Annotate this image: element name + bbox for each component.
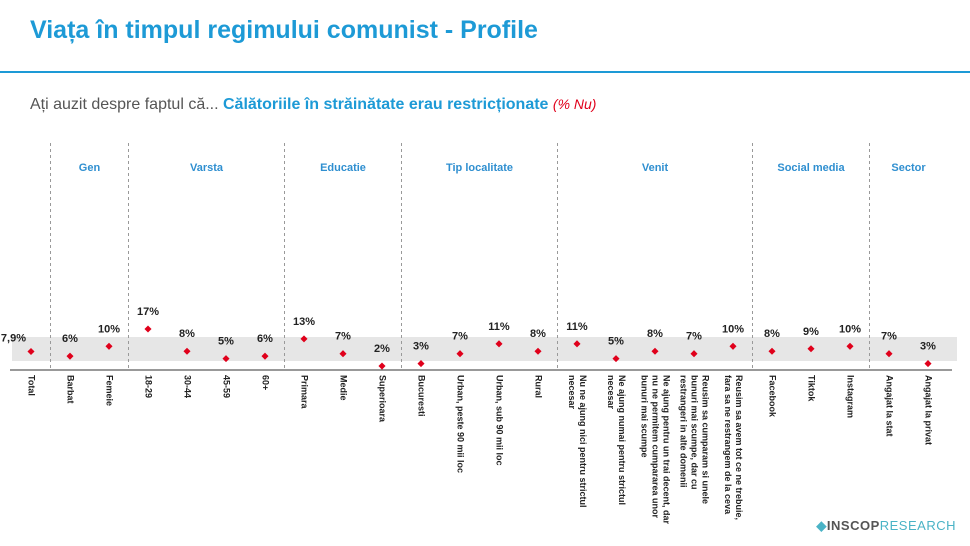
dot [729, 342, 737, 350]
category-label: Angajat la privat [923, 375, 934, 446]
value-label: 8% [647, 328, 663, 340]
dot [300, 335, 308, 343]
category-label: Reusim sa avem tot ce ne trebuie, fara s… [723, 375, 744, 521]
category-label: Angajat la stat [884, 375, 895, 437]
value-label: 6% [257, 333, 273, 345]
value-label: 7% [686, 331, 702, 343]
dot [885, 350, 893, 358]
group-label: Varsta [189, 162, 224, 174]
group-label: Venit [641, 162, 669, 174]
dot [807, 345, 815, 353]
category-label: Primara [299, 375, 310, 409]
dot [417, 360, 425, 368]
value-label: 7% [452, 331, 468, 343]
dot [690, 350, 698, 358]
value-label: 3% [920, 341, 936, 353]
dot [846, 342, 854, 350]
value-label: 11% [566, 321, 588, 333]
category-label: Rural [533, 375, 544, 399]
group-label: Tip localitate [445, 162, 514, 174]
value-label: 10% [98, 323, 120, 335]
subtitle: Ați auzit despre faptul că... Călătoriil… [30, 96, 596, 114]
title-rule [0, 71, 970, 73]
slide-title: Viața în timpul regimului comunist - Pro… [30, 16, 538, 44]
dot [222, 355, 230, 363]
dot [612, 355, 620, 363]
category-label: Tiktok [806, 375, 817, 402]
value-label: 8% [764, 328, 780, 340]
subtitle-unit: (% Nu) [552, 96, 597, 112]
value-label: 8% [179, 328, 195, 340]
dot [768, 347, 776, 355]
value-label: 5% [608, 336, 624, 348]
category-label: Urban, sub 90 mii loc [494, 375, 505, 466]
dot [261, 352, 269, 360]
value-label: 7% [335, 331, 351, 343]
category-label: 60+ [260, 375, 271, 391]
dot [456, 350, 464, 358]
category-label: Femeie [104, 375, 115, 407]
category-label: Instagram [845, 375, 856, 419]
category-label: Total [26, 375, 37, 396]
dot [144, 325, 152, 333]
logo-brand: INSCOP [826, 518, 880, 533]
category-label: 45-59 [221, 375, 232, 399]
value-label: 13% [293, 316, 315, 328]
value-label: 10% [839, 323, 861, 335]
dot [534, 347, 542, 355]
value-label: 6% [62, 333, 78, 345]
value-label: 5% [218, 336, 234, 348]
reference-band [12, 337, 957, 361]
category-label: Nu ne ajung nici pentru strictul necesar [567, 375, 588, 508]
category-label: 30-44 [182, 375, 193, 399]
dot [495, 340, 503, 348]
group-label: Social media [777, 162, 845, 174]
dot [573, 340, 581, 348]
subtitle-topic: Călătoriile în străinătate erau restricț… [223, 96, 549, 113]
dot [183, 347, 191, 355]
category-label: Barbat [65, 375, 76, 404]
value-label: 3% [413, 341, 429, 353]
logo: ◆INSCOPRESEARCH [816, 518, 956, 533]
group-label: Sector [891, 162, 926, 174]
value-label: 8% [530, 328, 546, 340]
category-label: Ne ajung pentru un trai decent, dar nu n… [639, 375, 672, 525]
subtitle-lead: Ați auzit despre faptul că... [30, 96, 219, 113]
dot [378, 362, 386, 370]
category-label: Reusim sa cumparam si unele bunuri mai s… [678, 375, 711, 505]
category-label: Bucuresti [416, 375, 427, 417]
category-label: 18-29 [143, 375, 154, 399]
category-label: Ne ajung numai pentru strictul necesar [606, 375, 627, 506]
logo-suffix: RESEARCH [879, 518, 956, 533]
value-label: 7% [881, 331, 897, 343]
value-label: 17% [137, 306, 159, 318]
value-label: 7,9% [1, 332, 26, 344]
category-label: Facebook [767, 375, 778, 418]
dot [339, 350, 347, 358]
value-label: 10% [722, 323, 744, 335]
value-label: 11% [488, 321, 510, 333]
dot [924, 360, 932, 368]
category-label: Urban, peste 90 mii loc [455, 375, 466, 474]
group-label: Educatie [320, 162, 366, 174]
value-label: 2% [374, 343, 390, 355]
category-label: Medie [338, 375, 349, 401]
dot [105, 342, 113, 350]
category-label: Superioara [377, 375, 388, 423]
value-label: 9% [803, 326, 819, 338]
dot [27, 347, 35, 356]
dot [651, 347, 659, 355]
group-label: Gen [78, 162, 101, 174]
dot [66, 352, 74, 360]
